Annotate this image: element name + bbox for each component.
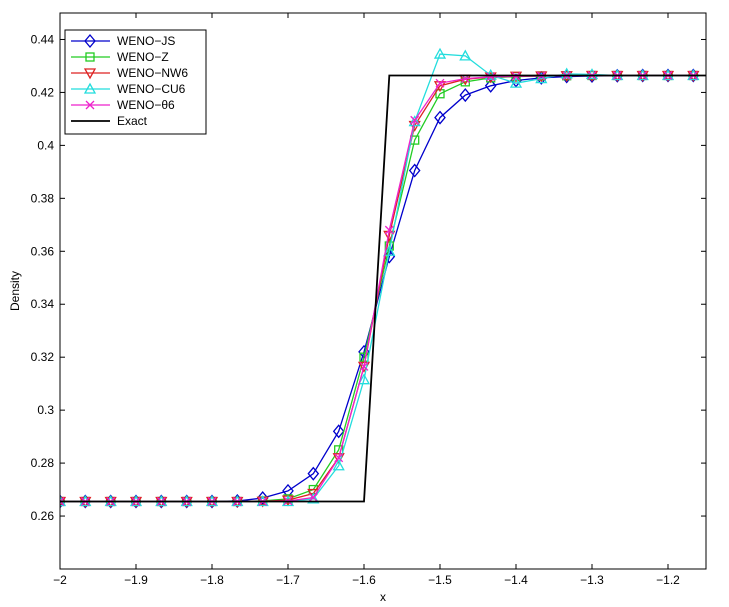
series-0-point-17 <box>484 78 497 93</box>
legend-box <box>64 29 207 135</box>
series-4-point-13 <box>384 225 394 235</box>
x-tick-label-5: −1.5 <box>428 573 452 587</box>
legend-entry-4: WENO−θ6 <box>71 98 175 112</box>
y-tick-label-6: 0.38 <box>31 191 55 205</box>
series-0-point-14 <box>408 163 421 178</box>
y-tick-label-2: 0.3 <box>37 403 54 417</box>
legend-marker-2 <box>83 68 97 80</box>
legend-entry-0: WENO−JS <box>71 33 175 49</box>
x-tick-label-2: −1.8 <box>200 573 224 587</box>
series-4-point-17 <box>486 72 496 82</box>
series-4-point-15 <box>435 78 445 88</box>
y-tick-label-3: 0.32 <box>31 350 55 364</box>
x-tick-label-1: −1.9 <box>124 573 148 587</box>
y-tick-label-8: 0.42 <box>31 85 55 99</box>
axes-layer: −2 −1.9 −1.8 −1.7 −1.6 −1.5 −1.4 −1.3 −1.2 0.26 0.… <box>31 12 707 587</box>
series-4-point-11 <box>334 453 344 463</box>
x-tick-label-0: −2 <box>53 573 67 587</box>
series-0-point-8 <box>256 491 269 506</box>
series-3-point-15 <box>433 47 447 59</box>
series-3-point-18 <box>509 76 523 88</box>
series-3-point-12 <box>357 373 371 385</box>
x-tick-label-7: −1.3 <box>580 573 604 587</box>
series-3-point-21 <box>585 68 599 80</box>
y-tick-label-9: 0.44 <box>31 32 55 46</box>
legend-label-2: WENO−NW6 <box>117 66 188 80</box>
legend-marker-1 <box>85 52 95 62</box>
y-tick-label-7: 0.4 <box>37 138 54 152</box>
legend-entry-5: Exact <box>71 114 148 128</box>
series-0-point-15 <box>434 110 446 125</box>
y-axis-label: Density <box>8 271 22 311</box>
legend-label-4: WENO−θ6 <box>117 98 175 112</box>
y-tick-label-4: 0.34 <box>31 297 55 311</box>
x-tick-label-6: −1.4 <box>504 573 528 587</box>
x-tick-label-3: −1.7 <box>276 573 300 587</box>
legend-label-5: Exact <box>117 114 148 128</box>
legend-marker-3 <box>83 82 97 94</box>
series-3-point-13 <box>383 244 396 256</box>
y-tick-label-0: 0.26 <box>31 509 55 523</box>
legend-label-3: WENO−CU6 <box>117 82 186 96</box>
series-3-point-16 <box>459 49 472 61</box>
plot-frame <box>59 12 707 570</box>
y-tick-label-1: 0.28 <box>31 456 55 470</box>
x-tick-label-4: −1.6 <box>352 573 376 587</box>
series-0-point-11 <box>332 424 345 439</box>
series-4-point-12 <box>359 361 369 371</box>
legend-label-0: WENO−JS <box>117 34 175 48</box>
y-tick-label-5: 0.36 <box>31 244 55 258</box>
series-4-point-14 <box>410 115 420 125</box>
series-3-point-14 <box>408 115 421 127</box>
legend-marker-4 <box>85 100 95 110</box>
series-layer <box>60 47 706 509</box>
legend-entry-1: WENO−Z <box>71 50 169 64</box>
x-axis-label: x <box>380 590 386 604</box>
series-0-point-10 <box>307 466 320 481</box>
legend-marker-0 <box>84 33 96 49</box>
legend-entry-2: WENO−NW6 <box>71 66 188 80</box>
x-tick-label-8: −1.2 <box>656 573 680 587</box>
series-line-5 <box>60 74 706 503</box>
series-5 <box>60 74 706 503</box>
legend-label-1: WENO−Z <box>117 50 169 64</box>
series-4-point-0 <box>60 497 65 506</box>
series-4-point-10 <box>308 493 318 502</box>
series-0-point-16 <box>459 88 472 103</box>
legend: WENO−JS WENO−Z WENO−NW6 WENO−CU6 WENO−θ6 Exac… <box>64 29 207 135</box>
legend-entry-3: WENO−CU6 <box>71 82 186 96</box>
series-3-point-11 <box>332 459 345 471</box>
